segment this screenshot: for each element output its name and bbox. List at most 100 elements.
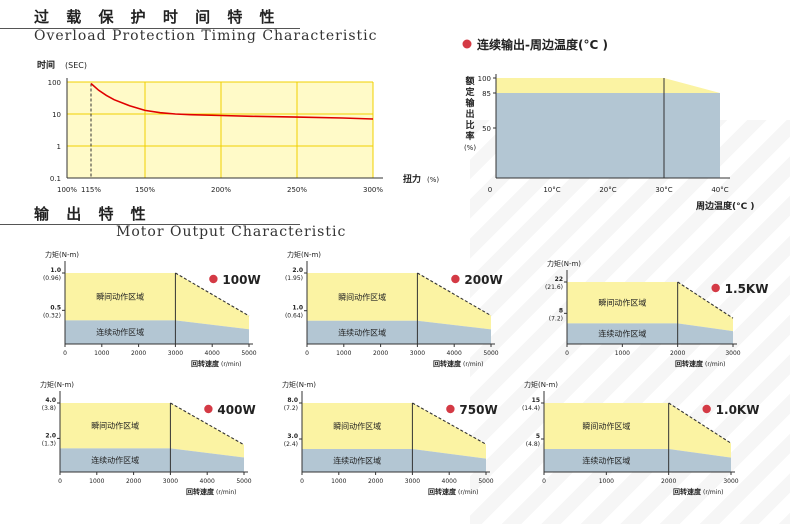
m100-peak-region xyxy=(65,273,249,330)
m200-peak-region xyxy=(307,273,491,330)
m1000-y-tick-sub: (4.8) xyxy=(526,441,540,448)
m100-x-tick-label: 0 xyxy=(63,350,67,357)
m750-y-tick-label: 3.0 xyxy=(287,433,298,440)
m200-x-unit: (r/min) xyxy=(463,361,483,368)
derating-y-label-char: 定 xyxy=(464,86,475,98)
m1000-x-tick-label: 1000 xyxy=(599,478,614,485)
m100-y-tick-label: 0.5 xyxy=(50,304,61,311)
m200-x-tick-label: 3000 xyxy=(410,350,425,357)
motor-title-rule xyxy=(0,224,300,225)
m400-bullet-icon xyxy=(204,404,213,414)
derating-y-tick-label: 50 xyxy=(482,125,491,133)
m400-rated-region xyxy=(60,448,244,472)
overload-x-tick-label: 100% xyxy=(57,186,77,194)
derating-y-label-char: 出 xyxy=(465,108,474,120)
overload-x-tick-label: 150% xyxy=(135,186,155,194)
m400-x-tick-label: 1000 xyxy=(89,478,104,485)
overload-y-unit: (SEC) xyxy=(65,61,87,70)
m100-x-tick-label: 3000 xyxy=(168,350,183,357)
m750-peak-label: 瞬间动作区域 xyxy=(333,421,381,431)
m200-x-tick-label: 1000 xyxy=(336,350,351,357)
m100-y-tick-label: 1.0 xyxy=(50,267,61,274)
derating-y-label-char: 输 xyxy=(465,97,475,109)
m200-x-label: 回转速度 xyxy=(433,359,462,368)
m1500-bullet-icon xyxy=(711,283,720,293)
m1500-y-tick-sub: (7.2) xyxy=(549,315,563,322)
m1000-y-tick-label: 5 xyxy=(536,433,540,440)
m750-x-tick-label: 4000 xyxy=(442,478,457,485)
derating-x-tick-label: 30°C xyxy=(655,186,672,194)
m1500-x-label: 回转速度 xyxy=(675,359,704,368)
m750-x-label: 回转速度 xyxy=(428,487,457,496)
m1000-model-label: 1.0KW xyxy=(716,403,760,417)
derating-bullet-icon xyxy=(462,39,472,49)
overload-title-cn: 过 载 保 护 时 间 特 性 xyxy=(34,8,281,26)
m1500-peak-region xyxy=(567,282,733,332)
m750-y-tick-sub: (2.4) xyxy=(284,441,298,448)
m750-y-tick-sub: (7.2) xyxy=(284,405,298,412)
m1000-rated-region xyxy=(544,449,731,472)
m1500-x-tick-label: 3000 xyxy=(725,350,740,357)
m1000-peak-limit-line xyxy=(668,402,732,444)
m200-x-tick-label: 0 xyxy=(305,350,309,357)
m750-x-unit: (r/min) xyxy=(458,489,478,496)
m400-x-tick-label: 2000 xyxy=(126,478,141,485)
m1000-y-tick-sub: (14.4) xyxy=(522,405,540,412)
derating-y-tick-label: 85 xyxy=(482,90,491,98)
m1500-rated-region xyxy=(567,323,733,344)
overload-x-label: 扭力 xyxy=(403,173,421,185)
m1500-y-tick-sub: (21.6) xyxy=(545,284,563,291)
m400-peak-region xyxy=(60,403,244,458)
overload-y-label: 时间 xyxy=(37,59,55,71)
m400-y-tick-label: 2.0 xyxy=(45,432,56,439)
m200-rated-region xyxy=(307,320,491,344)
overload-x-unit: (%) xyxy=(427,176,439,184)
m1000-x-tick-label: 2000 xyxy=(661,478,676,485)
m750-x-tick-label: 3000 xyxy=(405,478,420,485)
m200-y-label: 力矩(N-m) xyxy=(287,250,321,259)
m100-x-tick-label: 5000 xyxy=(241,350,256,357)
m750-peak-region xyxy=(302,403,486,459)
m750-y-label: 力矩(N-m) xyxy=(282,380,316,389)
m200-y-tick-label: 2.0 xyxy=(292,267,303,274)
m1000-rated-label: 连续动作区域 xyxy=(582,456,630,466)
m200-rated-label: 连续动作区域 xyxy=(338,327,386,337)
m400-x-unit: (r/min) xyxy=(216,489,236,496)
m750-model-label: 750W xyxy=(459,403,497,417)
m200-bullet-icon xyxy=(451,274,460,284)
derating-x-tick-label: 20°C xyxy=(599,186,616,194)
m400-x-tick-label: 5000 xyxy=(236,478,251,485)
m750-bullet-icon xyxy=(446,404,455,414)
m750-x-tick-label: 5000 xyxy=(478,478,493,485)
m400-y-tick-sub: (1.3) xyxy=(42,440,56,447)
m100-x-tick-label: 1000 xyxy=(94,350,109,357)
m1500-peak-label: 瞬间动作区域 xyxy=(598,298,646,308)
overload-y-tick-label: 100 xyxy=(48,79,61,87)
m400-x-tick-label: 0 xyxy=(58,478,62,485)
m1000-x-unit: (r/min) xyxy=(703,489,723,496)
overload-y-tick-label: 1 xyxy=(57,143,61,151)
m100-model-label: 100W xyxy=(222,273,260,287)
m100-y-label: 力矩(N-m) xyxy=(45,250,79,259)
m750-y-tick-label: 8.0 xyxy=(287,397,298,404)
overload-x-tick-label: 115% xyxy=(81,186,101,194)
m200-peak-limit-line xyxy=(417,272,492,317)
m200-peak-label: 瞬间动作区域 xyxy=(338,292,386,302)
motor-title-cn: 输 出 特 性 xyxy=(34,205,152,223)
m1500-x-tick-label: 1000 xyxy=(615,350,630,357)
m1000-peak-region xyxy=(544,403,731,458)
m400-x-tick-label: 4000 xyxy=(200,478,215,485)
m100-peak-limit-line xyxy=(175,272,250,317)
m200-y-tick-sub: (1.95) xyxy=(285,275,303,282)
derating-title: 连续输出-周边温度(°C ) xyxy=(477,37,608,52)
derating-y-label-char: 比 xyxy=(465,119,474,131)
m100-y-tick-sub: (0.32) xyxy=(43,312,61,319)
m750-x-tick-label: 2000 xyxy=(368,478,383,485)
m750-peak-limit-line xyxy=(412,402,487,445)
overload-x-tick-label: 250% xyxy=(287,186,307,194)
m400-y-tick-sub: (3.8) xyxy=(42,405,56,412)
derating-peak-region xyxy=(496,78,720,93)
m400-y-label: 力矩(N-m) xyxy=(40,380,74,389)
m1000-y-label: 力矩(N-m) xyxy=(524,380,558,389)
m100-y-tick-sub: (0.96) xyxy=(43,275,61,282)
